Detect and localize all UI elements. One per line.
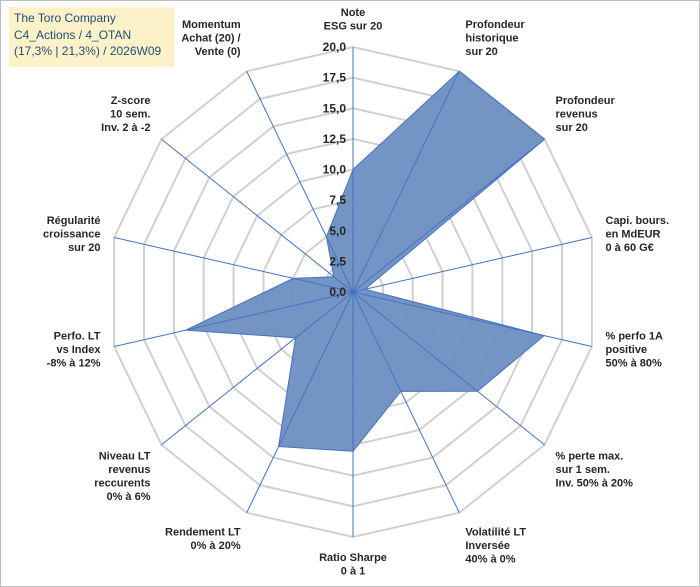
axis-label: Momentum Achat (20) / Vente (0) xyxy=(181,19,241,58)
axis-label: Perfo. LT vs Index -8% à 12% xyxy=(47,330,102,369)
axis-spoke xyxy=(352,291,460,513)
axis-spoke xyxy=(114,236,354,293)
axis-spoke xyxy=(352,291,545,446)
axis-label: Profondeur revenus sur 20 xyxy=(555,95,615,134)
score-week: (17,3% | 21,3%) / 2026W09 xyxy=(14,44,162,58)
axis-spoke xyxy=(114,291,354,348)
axis-label: Ratio Sharpe 0 à 1 xyxy=(319,552,387,578)
tick-label: 0,0 xyxy=(329,285,346,299)
company-name: The Toro Company xyxy=(14,11,116,25)
tick-label: 12,5 xyxy=(323,132,347,146)
chart-title-box: The Toro Company C4_Actions / 4_OTAN (17… xyxy=(9,7,174,67)
axis-label: % perfo 1A positive 50% à 80% xyxy=(606,330,664,369)
tick-label: 2,5 xyxy=(329,254,346,268)
axis-spoke xyxy=(246,71,354,293)
axis-spoke xyxy=(161,138,354,293)
axis-label: Note ESG sur 20 xyxy=(324,7,383,33)
tick-label: 5,0 xyxy=(329,224,346,238)
tick-label: 20,0 xyxy=(323,40,347,54)
axis-label: Capi. bours. en MdEUR 0 à 60 G€ xyxy=(606,215,670,254)
axis-spoke xyxy=(352,71,460,293)
tick-label: 17,5 xyxy=(323,71,347,85)
axis-label: Volatilité LT Inversée 40% à 0% xyxy=(465,526,526,565)
tick-label: 10,0 xyxy=(323,163,347,177)
portfolio-path: C4_Actions / 4_OTAN xyxy=(14,27,132,42)
axis-label: Rendement LT 0% à 20% xyxy=(165,526,241,552)
axis-label: Régularité croissance sur 20 xyxy=(43,215,100,254)
axis-spoke xyxy=(352,138,545,293)
axis-label: Profondeur historique sur 20 xyxy=(465,19,525,58)
axis-spoke xyxy=(352,236,592,293)
axis-label: Z-score 10 sem. Inv. 2 à -2 xyxy=(101,95,150,134)
axis-spoke xyxy=(352,291,592,348)
axis-spoke xyxy=(246,291,354,513)
axis-label: % perte max. sur 1 sem. Inv. 50% à 20% xyxy=(555,450,633,489)
data-series-area xyxy=(183,70,546,452)
tick-label: 7,5 xyxy=(329,193,346,207)
tick-label: 15,0 xyxy=(323,101,347,115)
axis-label: Niveau LT revenus reccurents 0% à 6% xyxy=(94,450,151,503)
axis-spoke xyxy=(161,291,354,446)
